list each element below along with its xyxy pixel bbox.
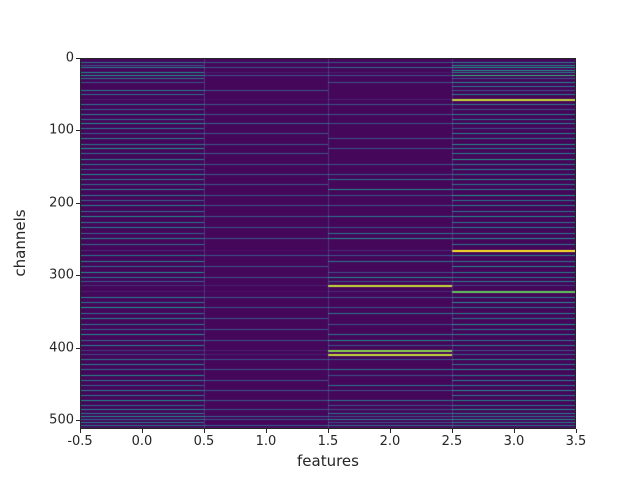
x-tick-label: 1.0: [255, 434, 277, 449]
y-tick-mark: [76, 275, 80, 277]
x-tick-mark: [576, 429, 577, 433]
x-tick-label: 1.5: [317, 434, 339, 449]
y-tick-mark: [76, 347, 80, 349]
x-axis-label: features: [297, 452, 359, 470]
x-tick-mark: [328, 429, 329, 433]
x-tick-label: 2.0: [379, 434, 401, 449]
y-tick-label: 400: [49, 340, 74, 356]
x-tick-mark: [452, 429, 453, 433]
x-tick-label: 3.0: [503, 434, 525, 449]
x-tick-label: 3.5: [565, 434, 587, 449]
y-tick-label: 200: [49, 195, 74, 211]
y-tick-label: 100: [49, 122, 74, 138]
y-tick-mark: [76, 202, 80, 204]
y-tick-mark: [76, 420, 80, 422]
x-tick-mark: [514, 429, 515, 433]
x-tick-mark: [266, 429, 267, 433]
x-tick-label: -0.5: [67, 434, 93, 449]
y-tick-label: 0: [65, 50, 74, 66]
x-tick-label: 0.5: [193, 434, 215, 449]
y-tick-mark: [76, 58, 80, 59]
y-tick-label: 300: [49, 267, 74, 283]
x-tick-mark: [204, 429, 205, 433]
x-tick-mark: [80, 429, 81, 433]
y-tick-label: 500: [49, 412, 74, 428]
x-tick-label: 2.5: [441, 434, 463, 449]
x-tick-mark: [390, 429, 391, 433]
heatmap-canvas: [80, 58, 576, 429]
y-tick-mark: [76, 130, 80, 132]
x-tick-mark: [142, 429, 143, 433]
y-axis-label: channels: [11, 209, 29, 277]
x-tick-label: 0.0: [131, 434, 153, 449]
